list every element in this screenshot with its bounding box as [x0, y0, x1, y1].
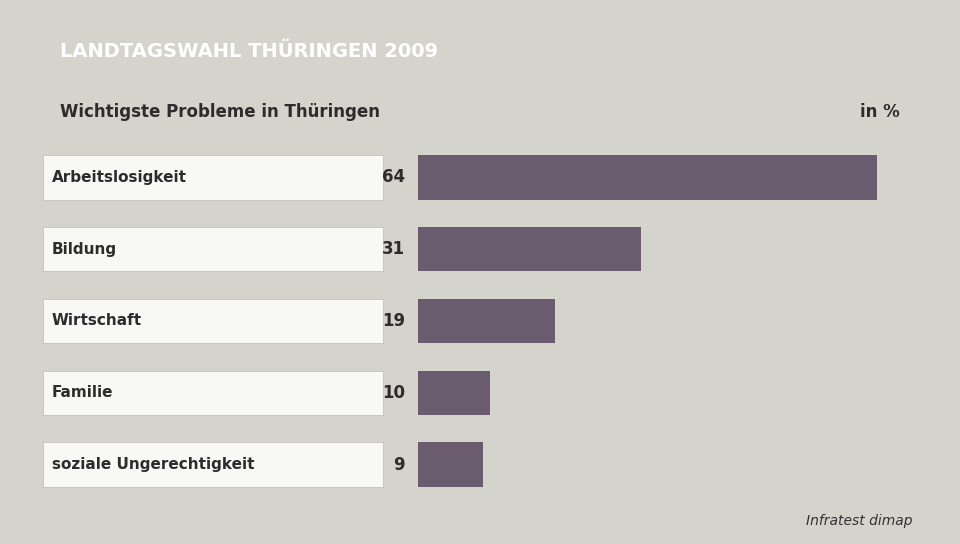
FancyBboxPatch shape	[419, 370, 490, 415]
Text: Infratest dimap: Infratest dimap	[805, 514, 912, 528]
FancyBboxPatch shape	[419, 299, 555, 343]
FancyBboxPatch shape	[419, 155, 877, 200]
Text: 19: 19	[382, 312, 405, 330]
Text: 9: 9	[394, 455, 405, 474]
Text: Wirtschaft: Wirtschaft	[52, 313, 142, 329]
FancyBboxPatch shape	[43, 299, 383, 343]
FancyBboxPatch shape	[43, 227, 383, 271]
FancyBboxPatch shape	[43, 155, 383, 200]
Text: 31: 31	[382, 240, 405, 258]
Text: Bildung: Bildung	[52, 242, 117, 257]
Text: Arbeitslosigkeit: Arbeitslosigkeit	[52, 170, 186, 185]
Text: Wichtigste Probleme in Thüringen: Wichtigste Probleme in Thüringen	[60, 102, 380, 121]
FancyBboxPatch shape	[419, 227, 640, 271]
Text: 10: 10	[382, 384, 405, 402]
Text: 64: 64	[382, 168, 405, 187]
Text: soziale Ungerechtigkeit: soziale Ungerechtigkeit	[52, 457, 254, 472]
FancyBboxPatch shape	[43, 442, 383, 487]
Text: Familie: Familie	[52, 385, 113, 400]
FancyBboxPatch shape	[419, 442, 483, 487]
FancyBboxPatch shape	[43, 370, 383, 415]
Text: LANDTAGSWAHL THÜRINGEN 2009: LANDTAGSWAHL THÜRINGEN 2009	[60, 42, 439, 61]
Text: in %: in %	[860, 102, 900, 121]
